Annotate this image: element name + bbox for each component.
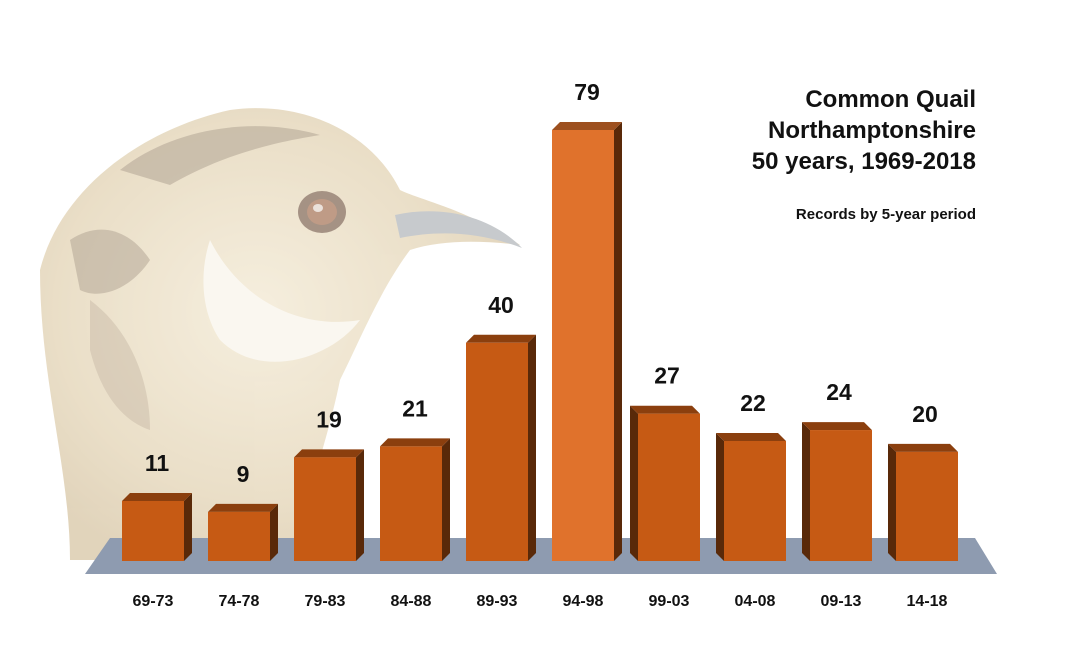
bar-side	[356, 449, 364, 561]
value-label-79-83: 19	[316, 406, 342, 432]
value-label-14-18: 20	[912, 401, 938, 427]
bar-side	[442, 438, 450, 561]
bar-99-03	[630, 405, 700, 561]
bar-top	[208, 503, 278, 512]
tick-label-84-88: 84-88	[391, 593, 432, 610]
bar-side	[630, 405, 638, 561]
value-labels-group: 11 9 19 21 40 79 27 22 24 20	[145, 79, 938, 487]
bar-top	[466, 334, 536, 343]
chart-title: Common Quail Northamptonshire 50 years, …	[752, 86, 976, 175]
value-label-94-98: 79	[574, 79, 600, 105]
bar-front	[294, 457, 356, 561]
quail-illustration	[40, 108, 522, 561]
bar-side	[614, 122, 622, 561]
bar-top	[802, 422, 872, 431]
tick-label-14-18: 14-18	[907, 593, 948, 610]
bar-side	[184, 492, 192, 561]
bar-top	[380, 438, 450, 447]
bar-79-83	[294, 449, 364, 561]
value-label-04-08: 22	[740, 390, 766, 416]
bar-84-88	[380, 438, 450, 561]
bar-89-93	[466, 334, 536, 561]
bar-side	[888, 443, 896, 561]
value-label-69-73: 11	[145, 450, 170, 476]
tick-label-79-83: 79-83	[305, 593, 346, 610]
tick-label-89-93: 89-93	[477, 593, 518, 610]
x-axis-tick-labels: 69-73 74-78 79-83 84-88 89-93 94-98 99-03 04-08…	[133, 593, 948, 610]
bar-front	[552, 130, 614, 561]
bar-top	[122, 492, 192, 501]
bar-74-78	[208, 503, 278, 561]
bar-front	[724, 440, 786, 561]
bar-front	[122, 500, 184, 561]
tick-label-99-03: 99-03	[649, 593, 690, 610]
bar-side	[270, 503, 278, 561]
value-label-74-78: 9	[237, 461, 250, 487]
bar-top	[716, 432, 786, 441]
bar-side	[528, 334, 536, 561]
tick-label-04-08: 04-08	[735, 593, 776, 610]
bar-side	[716, 432, 724, 561]
bar-front	[208, 511, 270, 561]
bar-side	[802, 422, 810, 561]
bar-top	[888, 443, 958, 452]
bar-69-73	[122, 492, 192, 561]
bar-front	[810, 430, 872, 561]
value-label-09-13: 24	[826, 379, 852, 405]
title-line-1: Common Quail	[805, 86, 976, 113]
tick-label-69-73: 69-73	[133, 593, 174, 610]
bar-front	[380, 446, 442, 561]
bar-04-08	[716, 432, 786, 561]
bar-front	[896, 451, 958, 561]
value-label-84-88: 21	[402, 395, 428, 421]
bars-group	[122, 122, 958, 561]
title-line-2: Northamptonshire	[768, 117, 976, 144]
bar-14-18	[888, 443, 958, 561]
tick-label-74-78: 74-78	[219, 593, 260, 610]
bar-front	[466, 342, 528, 561]
chart-subtitle: Records by 5-year period	[796, 206, 976, 223]
value-label-99-03: 27	[654, 363, 680, 389]
bar-94-98	[552, 122, 622, 561]
tick-label-09-13: 09-13	[821, 593, 862, 610]
title-line-3: 50 years, 1969-2018	[752, 148, 976, 175]
bar-09-13	[802, 422, 872, 561]
value-label-89-93: 40	[488, 292, 514, 318]
bar-top	[294, 449, 364, 458]
bar-top	[552, 122, 622, 130]
bar-front	[638, 413, 700, 561]
bar-top	[630, 405, 700, 414]
tick-label-94-98: 94-98	[563, 593, 604, 610]
